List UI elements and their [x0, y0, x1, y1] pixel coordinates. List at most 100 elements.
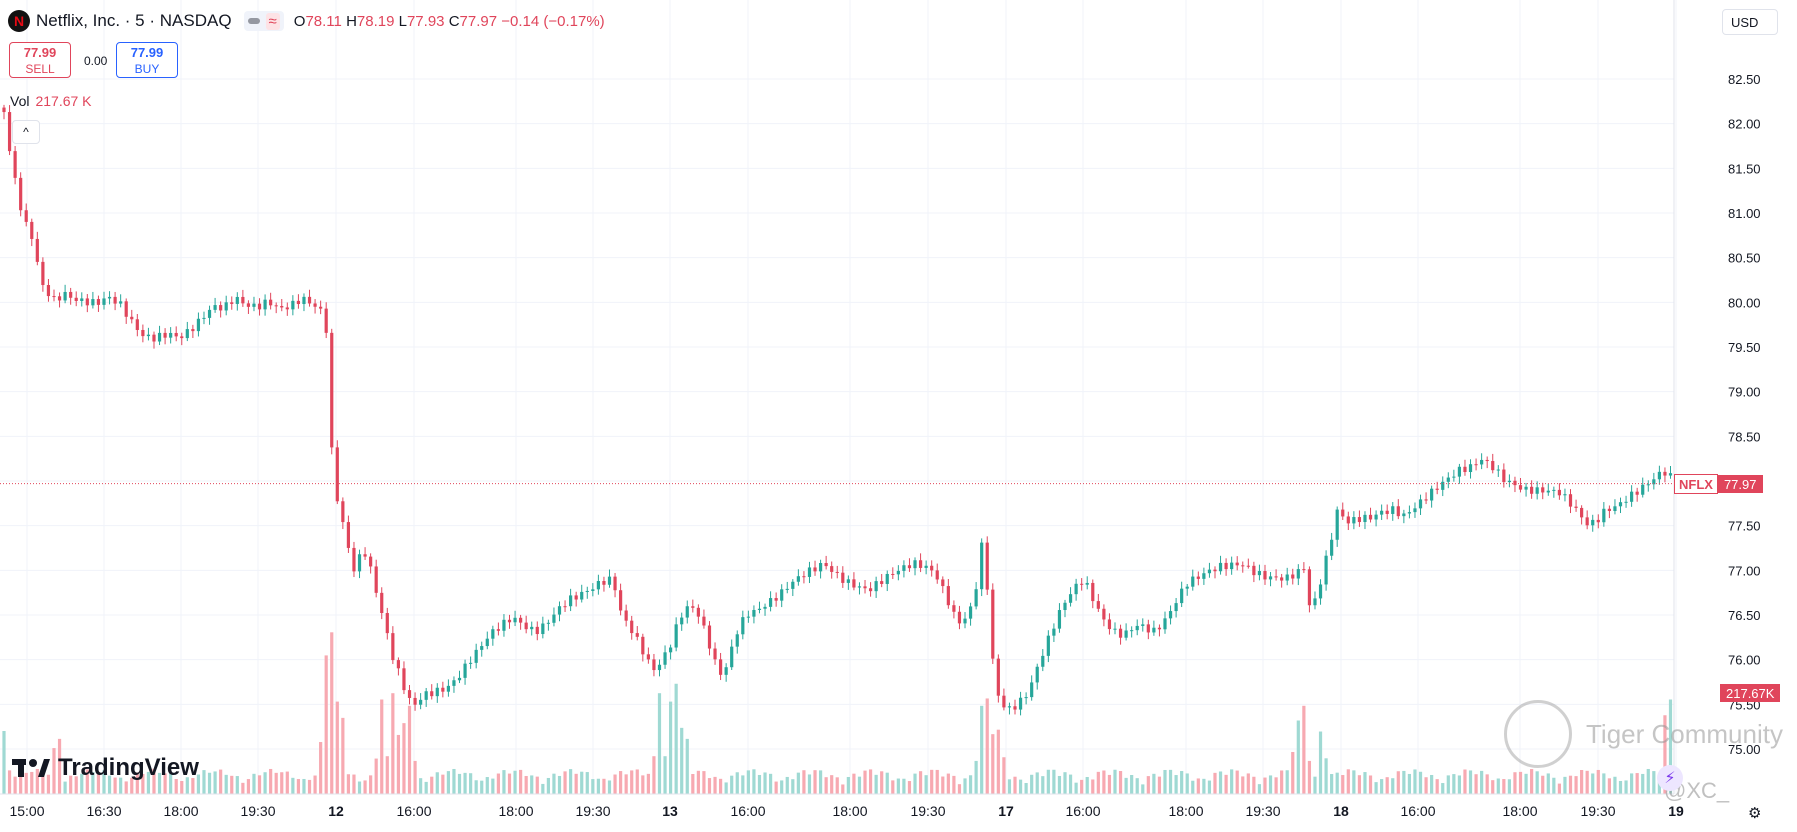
volume-bar	[452, 768, 456, 794]
candle-body	[935, 570, 939, 580]
volume-bar	[1224, 774, 1228, 794]
volume-bar	[424, 781, 428, 794]
volume-bar	[1557, 783, 1561, 794]
symbol-title[interactable]: Netflix, Inc. · 5 · NASDAQ	[36, 11, 232, 30]
volume-bar	[1396, 771, 1400, 794]
volume-bar	[374, 758, 378, 794]
candle-body	[1007, 706, 1012, 708]
volume-bar	[291, 777, 295, 794]
volume-bar	[235, 776, 239, 794]
currency-button[interactable]: USD	[1722, 9, 1778, 35]
volume-bar	[607, 780, 612, 794]
sell-button[interactable]: 77.99 SELL	[9, 42, 71, 78]
candle-body	[491, 629, 495, 639]
candle-body	[319, 306, 323, 309]
candle-body	[1402, 513, 1406, 517]
volume-bar	[1585, 770, 1589, 794]
candle-body	[269, 299, 273, 306]
volume-bar	[718, 778, 723, 794]
volume-bar	[1402, 770, 1406, 794]
volume-bar	[457, 773, 462, 794]
volume-bar	[1480, 770, 1484, 794]
candle-body	[1118, 628, 1123, 638]
candle-body	[396, 660, 401, 669]
status-pill[interactable]: ≈	[243, 11, 284, 31]
volume-legend-label: Vol	[10, 93, 30, 109]
volume-bar	[835, 777, 839, 794]
lightning-icon[interactable]: ⚡	[1657, 765, 1683, 791]
time-axis[interactable]: 15:00 16:30 18:00 19:30 12 16:00 18:00 19:30 13 1…	[0, 793, 1684, 819]
candle-body	[241, 296, 245, 304]
candle-body	[663, 652, 667, 665]
volume-bar	[496, 773, 500, 794]
volume-bar	[141, 773, 145, 794]
settings-icon[interactable]: ⚙	[1748, 805, 1762, 822]
candle-body	[113, 296, 117, 304]
volume-bar	[1246, 773, 1250, 794]
volume-bar	[80, 773, 84, 794]
volume-bar	[519, 769, 523, 794]
volume-bar	[296, 779, 301, 794]
volume-bar	[946, 773, 950, 794]
volume-bar	[1630, 773, 1634, 794]
candle-body	[841, 572, 845, 583]
volume-bar	[1041, 776, 1045, 794]
price-axis[interactable]: 82.50 82.00 81.50 81.00 80.50 80.00 79.50 79.00…	[1673, 0, 1761, 794]
candle-body	[1096, 601, 1100, 609]
candle-body	[74, 297, 78, 301]
candle-body	[1424, 499, 1428, 501]
volume-bar	[396, 734, 401, 794]
candle-body	[1085, 582, 1089, 585]
candle-body	[1030, 682, 1034, 698]
volume-bar	[1046, 769, 1050, 794]
candle-body	[1635, 491, 1639, 495]
candle-body	[713, 648, 717, 660]
candle-body	[280, 305, 284, 308]
candle-body	[446, 685, 450, 692]
volume-bar	[1113, 769, 1117, 794]
volume-bar	[1435, 779, 1439, 794]
volume-legend-value: 217.67 K	[35, 93, 92, 109]
collapse-legend-button[interactable]: ^	[12, 120, 40, 144]
candle-body	[307, 296, 312, 304]
candle-body	[741, 617, 745, 635]
volume-bar	[130, 777, 134, 794]
y-tick-label: 79.50	[1728, 340, 1761, 355]
candle-body	[913, 560, 917, 569]
volume-bar	[102, 770, 106, 794]
candle-body	[702, 616, 706, 626]
volume-bar	[1652, 771, 1656, 794]
candle-body	[7, 112, 12, 152]
volume-bar	[1330, 774, 1334, 794]
volume-bar	[341, 717, 345, 794]
volume-bar	[1030, 774, 1034, 794]
candle-body	[380, 592, 384, 614]
candle-body	[1585, 517, 1589, 526]
volume-bar	[1618, 780, 1623, 794]
candle-body	[1174, 603, 1178, 612]
volume-bar	[602, 778, 606, 794]
tradingview-wordmark: TradingView	[58, 754, 199, 781]
candle-body	[696, 607, 700, 617]
candle-body	[291, 300, 295, 310]
candle-body	[580, 591, 584, 600]
volume-bar	[1207, 780, 1212, 794]
volume-bar	[841, 784, 845, 794]
volume-bar	[846, 776, 850, 794]
tradingview-logo[interactable]: TradingView	[12, 754, 199, 782]
volume-bar	[641, 775, 645, 794]
candle-body	[1491, 461, 1495, 471]
y-tick-label: 76.50	[1728, 608, 1761, 623]
x-tick-label: 16:00	[1065, 803, 1100, 819]
buy-button[interactable]: 77.99 BUY	[116, 42, 178, 78]
volume-bar	[1296, 720, 1300, 794]
volume-legend[interactable]: Vol 217.67 K	[10, 93, 92, 109]
volume-bar	[963, 778, 967, 794]
volume-bar	[69, 775, 73, 794]
volume-bar	[413, 760, 417, 794]
candle-body	[680, 617, 684, 625]
candle-body	[1363, 514, 1367, 523]
volume-bar	[219, 769, 223, 794]
candle-body	[785, 588, 789, 590]
